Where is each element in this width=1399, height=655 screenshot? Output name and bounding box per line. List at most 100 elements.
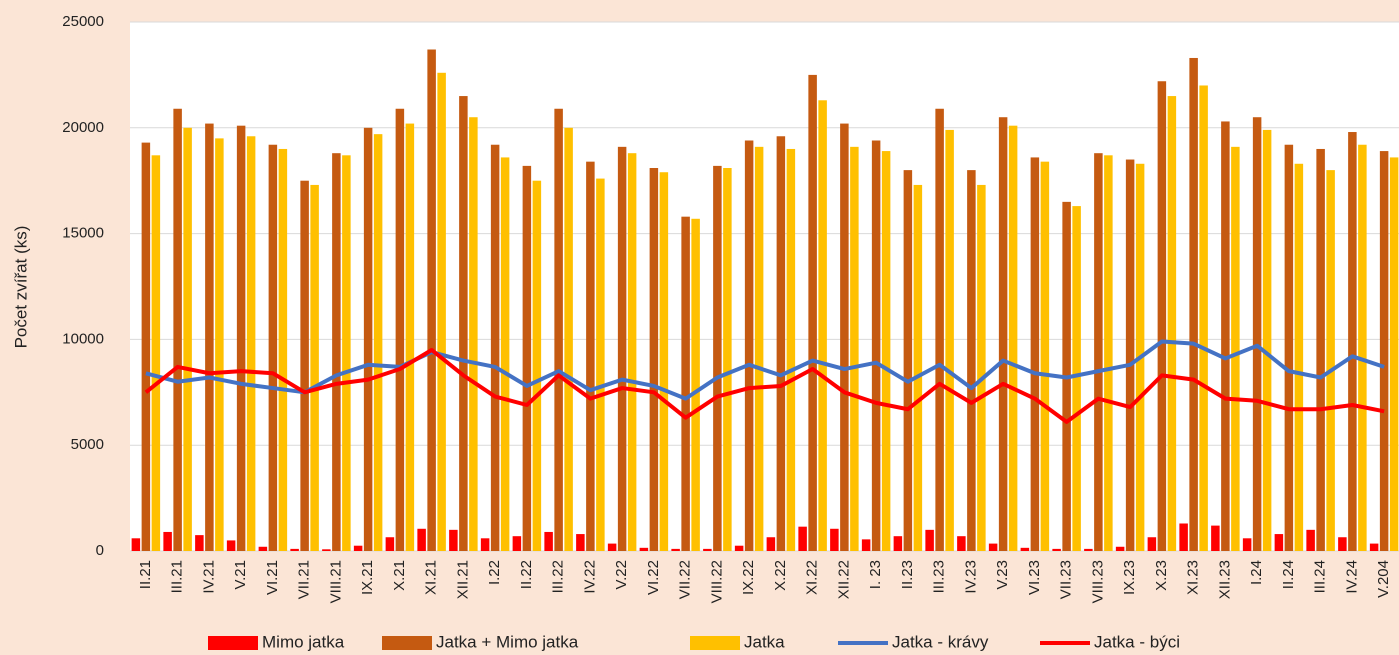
x-tick-label: II.22 xyxy=(518,560,535,589)
bar xyxy=(385,537,395,551)
bar xyxy=(278,148,288,551)
bar xyxy=(258,546,268,551)
bar xyxy=(215,138,224,551)
bar xyxy=(532,180,542,551)
bar xyxy=(871,140,881,551)
bar xyxy=(163,531,172,551)
bar xyxy=(935,108,944,552)
bar xyxy=(881,151,891,552)
bar xyxy=(840,123,849,552)
x-tick-label: XII.22 xyxy=(835,560,852,599)
bar xyxy=(1358,144,1367,551)
bar xyxy=(617,146,627,551)
bar xyxy=(437,72,446,551)
bar xyxy=(1274,534,1284,551)
bar xyxy=(353,545,363,551)
bar xyxy=(998,117,1008,551)
bar xyxy=(1125,159,1135,552)
y-tick-label: 20000 xyxy=(62,119,104,136)
bar xyxy=(1199,85,1208,551)
x-tick-label: III.22 xyxy=(550,560,567,593)
bar xyxy=(786,148,796,551)
bar xyxy=(1040,161,1050,551)
x-tick-label: XI.23 xyxy=(1185,560,1202,595)
bar xyxy=(681,216,690,551)
bar xyxy=(913,184,923,551)
x-tick-label: VII.21 xyxy=(296,560,313,599)
bar xyxy=(596,178,605,552)
bar xyxy=(322,549,331,551)
bar xyxy=(1262,129,1272,551)
bar xyxy=(1231,146,1240,551)
x-tick-label: VI.23 xyxy=(1026,560,1043,595)
bar xyxy=(627,153,637,551)
bar xyxy=(945,129,954,551)
bar xyxy=(639,547,649,551)
legend-label: Mimo jatka xyxy=(262,632,345,651)
y-tick-label: 25000 xyxy=(62,13,104,30)
bar xyxy=(459,96,468,551)
bar xyxy=(195,535,204,551)
bar xyxy=(703,548,712,551)
bar xyxy=(1242,538,1252,551)
x-tick-label: X.23 xyxy=(1153,560,1170,591)
bar xyxy=(1389,157,1399,551)
bar xyxy=(564,127,573,552)
bar xyxy=(576,534,585,551)
bar xyxy=(818,100,827,552)
bar xyxy=(957,536,966,551)
x-tick-label: XII.21 xyxy=(454,560,471,599)
x-tick-label: II.23 xyxy=(899,560,916,589)
x-tick-label: IX.22 xyxy=(740,560,757,595)
bar xyxy=(1167,96,1177,551)
bar xyxy=(988,543,998,551)
legend-label: Jatka xyxy=(744,632,785,651)
bar xyxy=(1294,163,1304,551)
x-tick-label: III.23 xyxy=(931,560,948,593)
bar xyxy=(1316,148,1325,551)
bar xyxy=(500,157,510,551)
bar xyxy=(723,168,732,551)
bar xyxy=(1115,546,1125,551)
bar xyxy=(512,536,522,551)
bar xyxy=(808,74,817,552)
bar xyxy=(754,146,764,551)
bar xyxy=(850,146,859,551)
bar xyxy=(776,136,786,551)
bar xyxy=(469,117,478,551)
bar xyxy=(405,123,415,552)
bar xyxy=(131,538,141,551)
bar xyxy=(649,168,659,551)
bar xyxy=(522,165,532,551)
bar xyxy=(226,540,236,551)
bar xyxy=(1094,153,1103,551)
x-tick-label: II.24 xyxy=(1280,560,1297,589)
bar xyxy=(1306,529,1315,551)
bar xyxy=(1157,81,1167,552)
x-tick-label: IV.22 xyxy=(581,560,598,594)
x-tick-label: XI.22 xyxy=(804,560,821,595)
bar xyxy=(183,127,192,552)
x-tick-label: X.21 xyxy=(391,560,408,591)
line-series xyxy=(145,339,1385,401)
x-tick-label: X.22 xyxy=(772,560,789,591)
bar xyxy=(236,125,246,552)
x-tick-label: IV.23 xyxy=(962,560,979,594)
x-tick-label: V.22 xyxy=(613,560,630,589)
bar xyxy=(1211,525,1220,551)
bar xyxy=(173,108,182,552)
bar xyxy=(151,155,161,552)
x-tick-label: VII.23 xyxy=(1058,560,1075,599)
bar xyxy=(290,548,299,551)
bar xyxy=(1369,543,1379,551)
bar xyxy=(480,538,490,551)
x-tick-label: III.21 xyxy=(169,560,186,593)
bar xyxy=(1189,57,1198,552)
bar xyxy=(691,218,700,551)
bar xyxy=(1008,125,1018,552)
bar xyxy=(798,526,807,551)
bar xyxy=(205,123,214,552)
bar xyxy=(967,170,976,551)
